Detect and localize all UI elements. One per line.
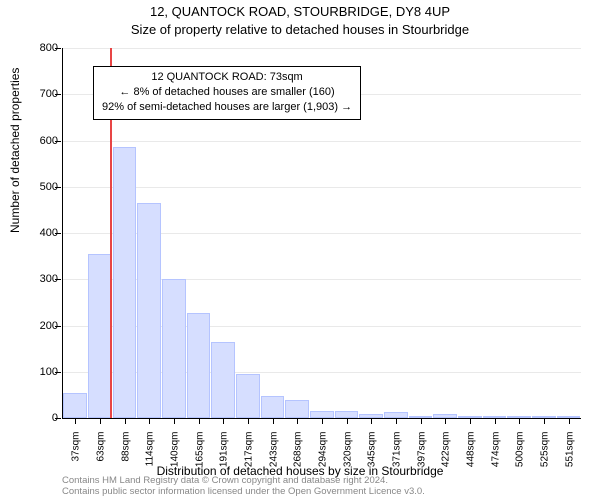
x-tick: [371, 418, 372, 424]
x-tick: [519, 418, 520, 424]
histogram-bar: [88, 254, 112, 418]
footer-line-2: Contains public sector information licen…: [62, 487, 425, 498]
info-line-2: ← 8% of detached houses are smaller (160…: [102, 85, 352, 100]
sub-title: Size of property relative to detached ho…: [0, 22, 600, 37]
x-tick: [322, 418, 323, 424]
y-tick-label: 200: [18, 320, 58, 332]
x-tick-label: 88sqm: [120, 432, 131, 472]
x-tick-label: 140sqm: [170, 432, 181, 472]
y-tick-label: 800: [18, 42, 58, 54]
x-tick-label: 474sqm: [490, 432, 501, 472]
histogram-bar: [113, 147, 137, 418]
x-tick-label: 320sqm: [342, 432, 353, 472]
main-title: 12, QUANTOCK ROAD, STOURBRIDGE, DY8 4UP: [0, 4, 600, 19]
y-tick-label: 100: [18, 366, 58, 378]
x-tick: [273, 418, 274, 424]
x-tick-label: 345sqm: [367, 432, 378, 472]
x-tick: [421, 418, 422, 424]
x-tick-label: 371sqm: [392, 432, 403, 472]
histogram-bar: [261, 396, 285, 418]
x-tick-label: 165sqm: [194, 432, 205, 472]
y-tick-label: 700: [18, 88, 58, 100]
x-tick: [445, 418, 446, 424]
histogram-bar: [335, 411, 359, 418]
histogram-bar: [162, 279, 186, 418]
x-tick: [223, 418, 224, 424]
info-box: 12 QUANTOCK ROAD: 73sqm ← 8% of detached…: [93, 66, 361, 120]
x-tick: [248, 418, 249, 424]
x-tick-label: 448sqm: [466, 432, 477, 472]
x-tick: [100, 418, 101, 424]
histogram-bar: [211, 342, 235, 418]
x-tick: [199, 418, 200, 424]
x-tick-label: 500sqm: [515, 432, 526, 472]
x-tick-label: 294sqm: [318, 432, 329, 472]
footer-note: Contains HM Land Registry data © Crown c…: [62, 476, 425, 498]
x-tick-label: 243sqm: [268, 432, 279, 472]
y-tick-label: 600: [18, 135, 58, 147]
plot-area: 12 QUANTOCK ROAD: 73sqm ← 8% of detached…: [62, 48, 581, 419]
histogram-bar: [137, 203, 161, 418]
y-tick-label: 400: [18, 227, 58, 239]
histogram-bar: [285, 400, 309, 418]
x-tick: [75, 418, 76, 424]
info-line-3: 92% of semi-detached houses are larger (…: [102, 100, 352, 115]
x-tick-label: 114sqm: [145, 432, 156, 472]
x-tick: [569, 418, 570, 424]
chart-canvas: 12, QUANTOCK ROAD, STOURBRIDGE, DY8 4UP …: [0, 0, 600, 500]
x-tick: [174, 418, 175, 424]
x-tick: [297, 418, 298, 424]
x-tick-label: 551sqm: [564, 432, 575, 472]
grid-line: [63, 187, 581, 188]
info-line-1: 12 QUANTOCK ROAD: 73sqm: [102, 70, 352, 85]
x-tick-label: 422sqm: [441, 432, 452, 472]
x-tick: [544, 418, 545, 424]
histogram-bar: [63, 393, 87, 418]
histogram-bar: [310, 411, 334, 418]
x-tick-label: 191sqm: [219, 432, 230, 472]
x-tick-label: 397sqm: [416, 432, 427, 472]
x-tick: [149, 418, 150, 424]
x-tick-label: 217sqm: [244, 432, 255, 472]
x-tick-label: 268sqm: [293, 432, 304, 472]
x-tick-label: 63sqm: [96, 432, 107, 472]
y-tick-label: 300: [18, 273, 58, 285]
x-tick: [125, 418, 126, 424]
x-tick: [396, 418, 397, 424]
x-tick-label: 525sqm: [540, 432, 551, 472]
histogram-bar: [236, 374, 260, 418]
y-tick-label: 0: [18, 412, 58, 424]
x-tick: [347, 418, 348, 424]
histogram-bar: [187, 313, 211, 418]
y-tick-label: 500: [18, 181, 58, 193]
grid-line: [63, 141, 581, 142]
x-tick-label: 37sqm: [71, 432, 82, 472]
grid-line: [63, 48, 581, 49]
x-tick: [470, 418, 471, 424]
x-tick: [495, 418, 496, 424]
